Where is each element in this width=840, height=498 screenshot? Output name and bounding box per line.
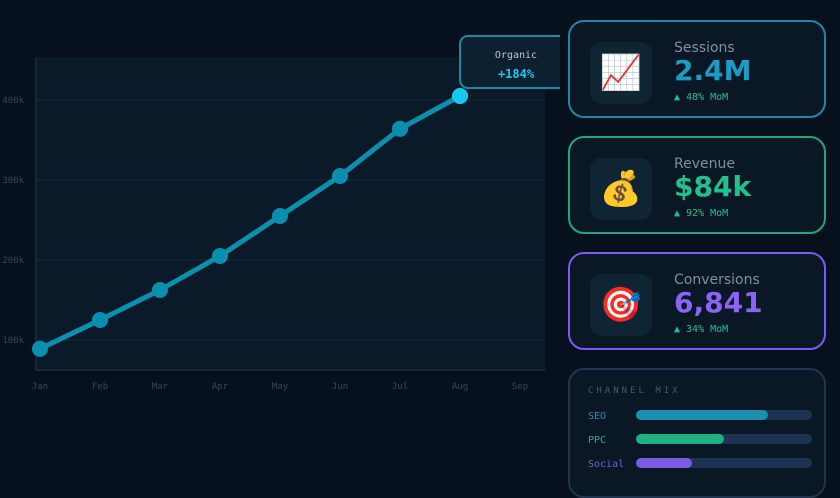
mix-label: Social [588, 459, 625, 470]
x-tick-label: Jul [392, 382, 408, 392]
annotation-box [459, 35, 560, 89]
mix-track [636, 458, 812, 468]
point [92, 312, 108, 328]
mix-label: SEO [588, 411, 607, 422]
point [392, 120, 408, 137]
mix-bar [636, 434, 724, 444]
chart: 100k 200k 300k 400k Jan Feb Mar Apr May Jun Jul Aug… [2, 35, 560, 392]
card-icon: 🎯 [590, 274, 652, 336]
point [212, 248, 228, 264]
x-tick-label: Sep [512, 382, 528, 392]
card-change: ▲ 48% MoM [674, 92, 729, 103]
card-title: Conversions [674, 272, 760, 288]
kpi-card: 💰 Revenue $84k ▲ 92% MoM [568, 136, 826, 234]
card-title: Sessions [674, 40, 735, 56]
point [152, 282, 168, 298]
annotation-label: Organic [495, 50, 537, 61]
card-change: ▲ 92% MoM [674, 208, 729, 219]
card-value: $84k [674, 170, 752, 203]
plot-bg [36, 57, 545, 370]
point-highlight [452, 88, 468, 104]
line [38, 93, 462, 352]
channel-mix: CHANNEL MIX SEO PPC Social [568, 368, 826, 498]
mix-track [636, 434, 812, 444]
x-tick-label: Apr [212, 382, 229, 392]
kpi-card: 📈 Sessions 2.4M ▲ 48% MoM [568, 20, 826, 118]
x-tick-label: Jun [332, 382, 348, 392]
mix-track [636, 410, 812, 420]
mix-bar [636, 458, 693, 468]
page: 100k 200k 300k 400k Jan Feb Mar Apr May Jun Jul Aug… [2, 20, 826, 498]
y-tick-label: 400k [2, 96, 24, 106]
card-icon: 📈 [590, 42, 652, 104]
point [272, 208, 288, 224]
y-tick-label: 300k [2, 176, 24, 186]
x-tick-label: Jan [32, 382, 48, 392]
kpi-card: 🎯 Conversions 6,841 ▲ 34% MoM [568, 252, 826, 350]
mix-bar [636, 410, 768, 420]
x-tick-label: Mar [152, 382, 169, 392]
annotation-value: +184% [498, 67, 535, 81]
card-title: Revenue [674, 156, 735, 172]
x-tick-label: Aug [452, 382, 468, 392]
y-tick-label: 200k [2, 256, 24, 266]
x-tick-label: Feb [92, 382, 108, 392]
mix-label: PPC [588, 435, 607, 446]
card-change: ▲ 34% MoM [674, 324, 729, 335]
card-icon: 💰 [590, 158, 652, 220]
y-tick-label: 100k [2, 336, 24, 346]
card-value: 2.4M [674, 54, 752, 87]
x-tick-label: May [272, 382, 289, 392]
point [32, 340, 48, 357]
mix-title: CHANNEL MIX [588, 386, 681, 396]
card-value: 6,841 [674, 286, 763, 319]
point [332, 168, 348, 184]
